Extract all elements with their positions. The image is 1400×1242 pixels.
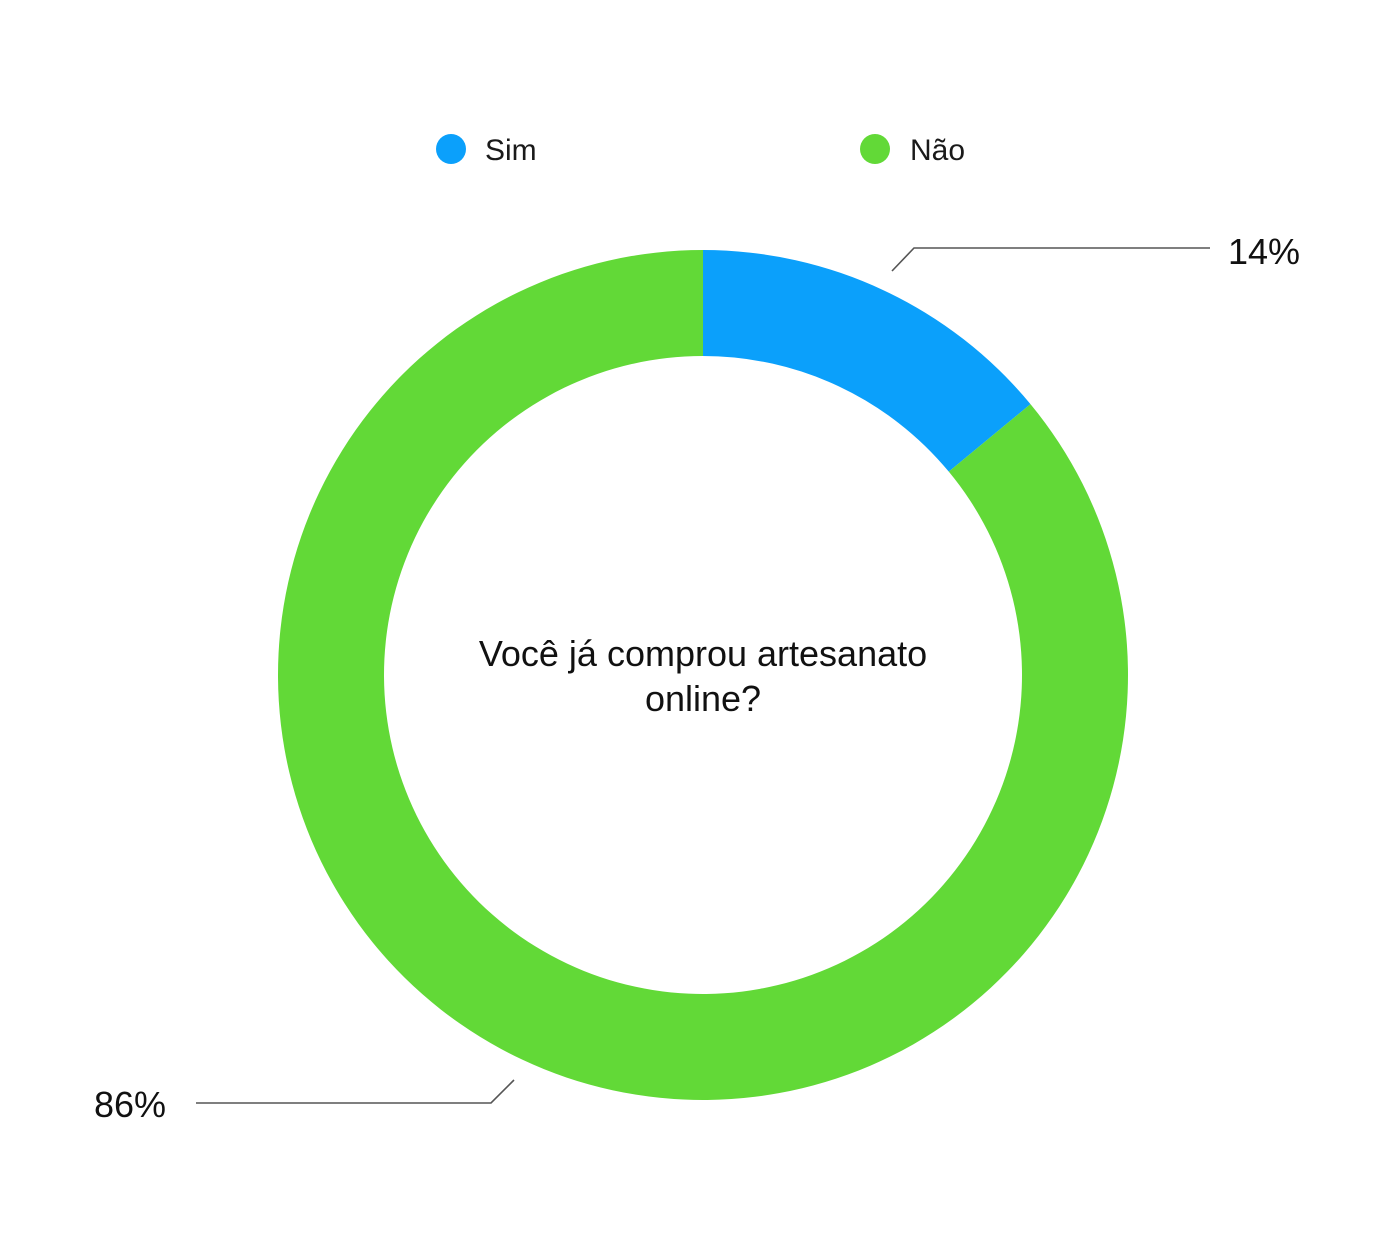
chart-title-line-2: online? [645,678,761,719]
leader-line-sim [891,247,1210,272]
legend-item-sim: Sim [436,134,537,167]
legend-label-sim: Sim [485,134,537,167]
slice-sim [703,250,1031,472]
data-label-sim: 14% [1228,231,1300,272]
donut-slices [278,250,1128,1100]
data-label-nao: 86% [94,1084,166,1125]
chart-title: Você já comprou artesanato online? [479,633,927,719]
legend-swatch-sim [436,134,466,164]
legend-label-nao: Não [910,134,965,167]
chart-legend: Sim Não [436,134,965,167]
legend-swatch-nao [860,134,890,164]
chart-title-line-1: Você já comprou artesanato [479,633,927,674]
leader-line-nao [196,1079,515,1104]
legend-item-nao: Não [860,134,965,167]
